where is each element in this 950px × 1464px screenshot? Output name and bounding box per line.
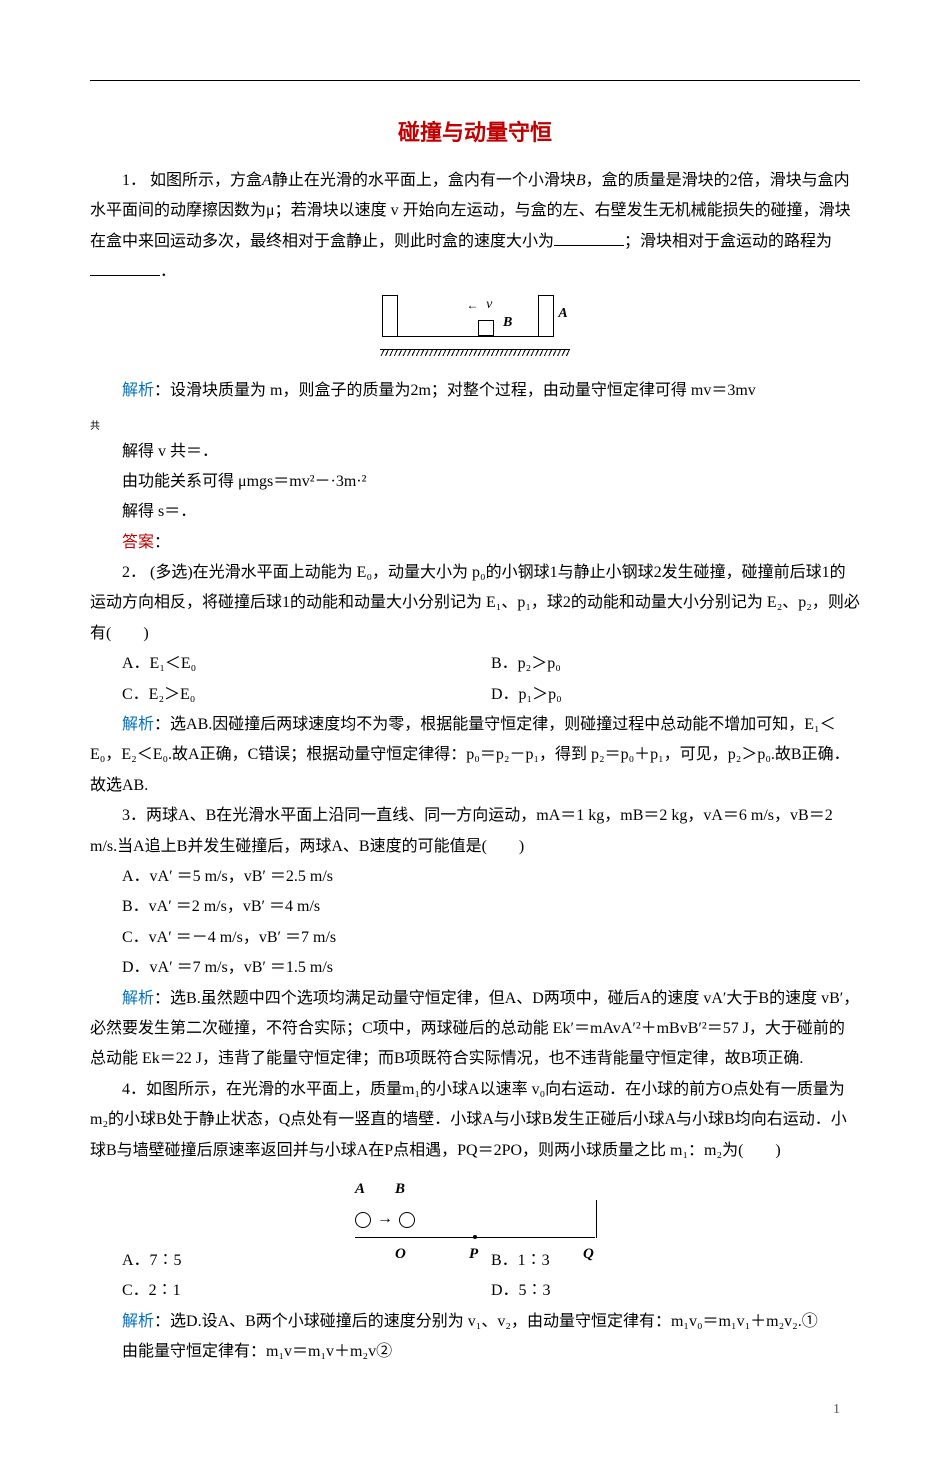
fig1-a-label: A bbox=[558, 301, 567, 338]
fig1-left-wall bbox=[382, 295, 398, 337]
q1-analysis: 解析：设滑块质量为 m，则盒子的质量为2m；对整个过程，由动量守恒定律可得 mv… bbox=[90, 376, 860, 406]
q2-analysis-text: ：选AB.因碰撞后两球速度均不为零，根据能量守恒定律，则碰撞过程中总动能不增加可… bbox=[90, 716, 850, 794]
q4-opt-a: A．7∶5 bbox=[122, 1246, 491, 1276]
q1-number: 1． bbox=[122, 172, 146, 189]
fig2-q-label: Q bbox=[583, 1240, 594, 1269]
q3-analysis-text: ：选B.虽然题中四个选项均满足动量守恒定律，但A、D两项中，碰后A的速度 vA′… bbox=[90, 990, 859, 1068]
fig2-p-dot bbox=[473, 1235, 477, 1239]
q1-B: B bbox=[576, 172, 586, 189]
fig1-block-b bbox=[478, 320, 494, 336]
question-3: 3．两球A、B在光滑水平面上沿同一直线、同一方向运动，mA＝1 kg，mB＝2 … bbox=[90, 801, 860, 862]
q1-line-a4: 解得 s＝． bbox=[90, 497, 860, 527]
fig1-v-label: v bbox=[486, 292, 492, 319]
q1-analysis-text-a: ：设滑块质量为 m，则盒子的质量为2m；对整个过程，由动量守恒定律可得 mv＝3… bbox=[154, 382, 756, 399]
q2-options-row1: A．E₁＜E₀ B．p₂＞p₀ bbox=[122, 649, 860, 679]
fig2-o-label: O bbox=[395, 1240, 406, 1269]
q4-analysis-a: 解析：选D.设A、B两个小球碰撞后的速度分别为 v₁、v₂，由动量守恒定律有：m… bbox=[90, 1307, 860, 1337]
q4-options-row1: A．7∶5 B．1∶3 bbox=[122, 1246, 860, 1276]
q1-answer-text: ： bbox=[154, 534, 170, 551]
fig2-p-label: P bbox=[469, 1240, 478, 1269]
q1-text-b: 静止在光滑的水平面上，盒内有一个小滑块 bbox=[272, 172, 576, 189]
fig1-b-label: B bbox=[503, 310, 512, 337]
q4-analysis-text-a: ：选D.设A、B两个小球碰撞后的速度分别为 v₁、v₂，由动量守恒定律有：m₁v… bbox=[154, 1313, 818, 1330]
page-number: 1 bbox=[90, 1397, 860, 1424]
q1-A: A bbox=[262, 172, 272, 189]
fig2-a-label: A bbox=[355, 1175, 365, 1204]
q4-analysis-b: 由能量守恒定律有：m₁v＝m₁v＋m₂v② bbox=[90, 1337, 860, 1367]
q1-text-a: 如图所示，方盒 bbox=[146, 172, 262, 189]
q1-line-a3: 由功能关系可得 μmgs＝mv²－·3m·² bbox=[90, 467, 860, 497]
fig2-ball-b bbox=[399, 1212, 415, 1228]
q2-text: (多选)在光滑水平面上动能为 E₀，动量大小为 p₀的小钢球1与静止小钢球2发生… bbox=[90, 564, 860, 642]
answer-keyword-1: 答案 bbox=[122, 534, 154, 551]
q3-opt-c: C．vA′ ＝－4 m/s，vB′ ＝7 m/s bbox=[90, 923, 860, 953]
q2-opt-d: D．p₁＞p₀ bbox=[491, 680, 860, 710]
fig2-floor: O P Q bbox=[355, 1237, 595, 1238]
q1-answer: 答案： bbox=[90, 528, 860, 558]
fig1-arrow: ← bbox=[466, 294, 478, 317]
q1-analysis-sub: 共 bbox=[90, 406, 860, 436]
question-1: 1． 如图所示，方盒A静止在光滑的水平面上，盒内有一个小滑块B，盒的质量是滑块的… bbox=[90, 166, 860, 288]
q4-opt-b: B．1∶3 bbox=[491, 1246, 860, 1276]
fig2-wall bbox=[596, 1200, 597, 1238]
document-title: 碰撞与动量守恒 bbox=[90, 112, 860, 154]
q2-opt-c: C．E₂＞E₀ bbox=[122, 680, 491, 710]
page-container: 碰撞与动量守恒 1． 如图所示，方盒A静止在光滑的水平面上，盒内有一个小滑块B，… bbox=[0, 0, 950, 1464]
q1-line-a2: 解得 v 共＝． bbox=[90, 437, 860, 467]
figure-2: A B → O P Q bbox=[90, 1174, 860, 1238]
analysis-keyword-1: 解析 bbox=[122, 382, 154, 399]
q1-sub-text: 共 bbox=[90, 421, 100, 432]
q2-opt-b: B．p₂＞p₀ bbox=[491, 649, 860, 679]
fig1-right-wall bbox=[538, 295, 554, 337]
blank-2 bbox=[90, 275, 160, 276]
fig2-arrow-icon: → bbox=[377, 1204, 393, 1234]
figure-1: ← v B A bbox=[90, 295, 860, 367]
q3-analysis: 解析：选B.虽然题中四个选项均满足动量守恒定律，但A、D两项中，碰后A的速度 v… bbox=[90, 984, 860, 1075]
analysis-keyword-2: 解析 bbox=[122, 716, 154, 733]
q1-text-c: ，盒的质量是滑块的 bbox=[586, 172, 730, 189]
fig1-track: ← v B bbox=[398, 336, 538, 337]
blank-1 bbox=[554, 245, 624, 246]
analysis-keyword-3: 解析 bbox=[122, 990, 154, 1007]
q1-text-f: ． bbox=[160, 263, 176, 280]
q4-options-row2: C．2∶1 D．5∶3 bbox=[122, 1276, 860, 1306]
q2-opt-a: A．E₁＜E₀ bbox=[122, 649, 491, 679]
analysis-keyword-4: 解析 bbox=[122, 1313, 154, 1330]
fig1-ground bbox=[380, 349, 570, 356]
q3-text: A、B在光滑水平面上沿同一直线、同一方向运动，mA＝1 kg，mB＝2 kg，v… bbox=[90, 807, 833, 854]
q4-opt-c: C．2∶1 bbox=[122, 1276, 491, 1306]
fig2-ball-a bbox=[355, 1212, 371, 1228]
q2-options-row2: C．E₂＞E₀ D．p₁＞p₀ bbox=[122, 680, 860, 710]
q3-opt-b: B．vA′ ＝2 m/s，vB′ ＝4 m/s bbox=[90, 892, 860, 922]
header-rule bbox=[90, 80, 860, 82]
question-4: 4．如图所示，在光滑的水平面上，质量m₁的小球A以速率 v₀向右运动．在小球的前… bbox=[90, 1075, 860, 1166]
q2-number: 2． bbox=[122, 564, 146, 581]
q3-number: 3．两球 bbox=[122, 807, 178, 824]
fig2-b-label: B bbox=[395, 1175, 405, 1204]
q4-number: 4．如图所示，在光滑的水平面上，质量 bbox=[122, 1081, 402, 1098]
q3-opt-a: A．vA′ ＝5 m/s，vB′ ＝2.5 m/s bbox=[90, 862, 860, 892]
q3-opt-d: D．vA′ ＝7 m/s，vB′ ＝1.5 m/s bbox=[90, 953, 860, 983]
q1-text-e: ；滑块相对于盒运动的路程为 bbox=[624, 233, 832, 250]
q4-opt-d: D．5∶3 bbox=[491, 1276, 860, 1306]
q2-analysis: 解析：选AB.因碰撞后两球速度均不为零，根据能量守恒定律，则碰撞过程中总动能不增… bbox=[90, 710, 860, 801]
question-2: 2． (多选)在光滑水平面上动能为 E₀，动量大小为 p₀的小钢球1与静止小钢球… bbox=[90, 558, 860, 649]
